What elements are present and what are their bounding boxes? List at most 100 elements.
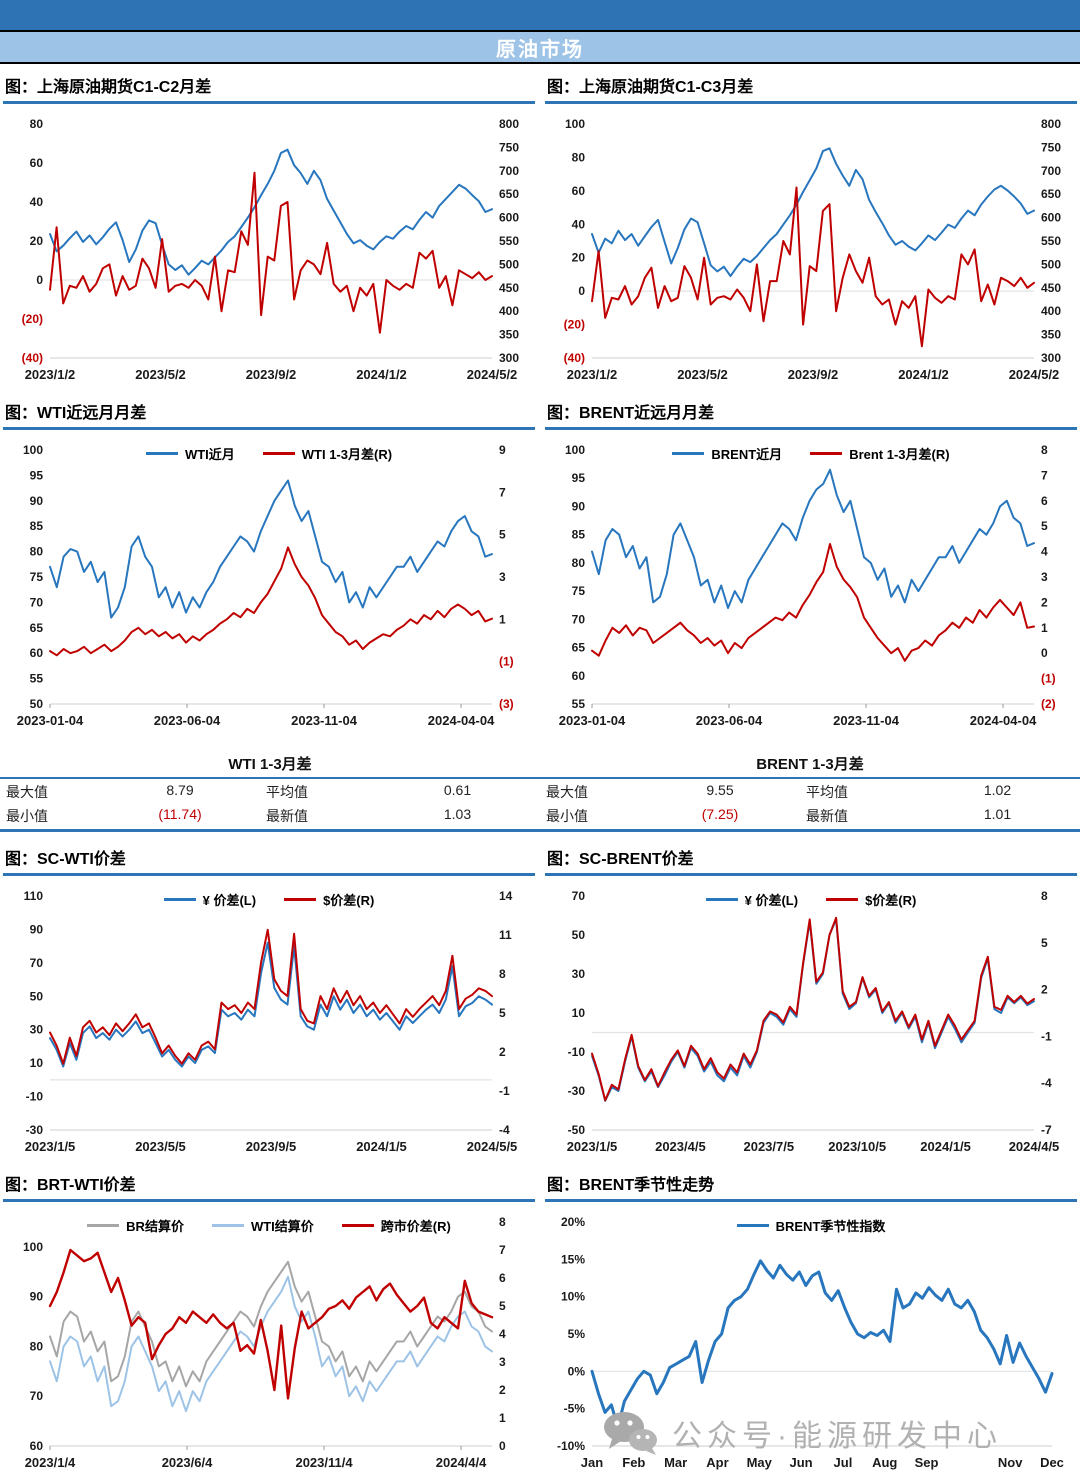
chart-sc-brent-spread: 70 50 30 10 -10 -30 -50 8 5 2 -1 -4 -7 2023/1/5 2023/4…	[544, 878, 1078, 1160]
axis-tick-label: 0	[578, 284, 585, 298]
axis-tick-label: 550	[499, 234, 519, 248]
axis-tick-label: 7	[499, 485, 506, 499]
axis-tick-label: 90	[572, 499, 586, 513]
axis-tick-label: 350	[499, 328, 519, 342]
chart-sc-c1c3: 100 80 60 40 20 0 (20) (40) 800 750 700 650 600 550 50…	[544, 106, 1078, 388]
axis-tick-label: (2)	[1041, 697, 1056, 711]
axis-tick-label: (40)	[564, 351, 585, 365]
x-axis-label: May	[747, 1455, 773, 1470]
x-axis-label: Jun	[790, 1455, 813, 1470]
axis-tick-label: 85	[30, 519, 44, 533]
x-axis-label: 2024/5/2	[1009, 367, 1060, 382]
axis-tick-label: 1	[499, 612, 506, 626]
axis-tick-label: 2	[499, 1045, 506, 1059]
axis-tick-label: -1	[1041, 1029, 1052, 1043]
axis-tick-label: 600	[1041, 211, 1061, 225]
axis-tick-label: -4	[499, 1123, 510, 1137]
series-line	[48, 1248, 494, 1400]
x-axis-label: Sep	[915, 1455, 939, 1470]
axis-tick-label: -10	[26, 1090, 44, 1104]
axis-tick-label: 40	[30, 195, 44, 209]
x-axis-label: Aug	[872, 1455, 897, 1470]
x-axis-label: 2023/9/2	[788, 367, 839, 382]
chart-title-sc-brent: 图：SC-BRENT价差	[545, 844, 1077, 876]
x-axis-label: 2023-06-04	[696, 713, 763, 728]
axis-tick-label: 0%	[568, 1364, 586, 1378]
axis-tick-label: -4	[1041, 1076, 1052, 1090]
series-line	[591, 916, 1035, 1102]
x-axis-label: 2023/5/5	[135, 1139, 186, 1154]
x-axis-label: 2023/6/4	[162, 1455, 213, 1470]
axis-tick-label: 2	[1041, 595, 1048, 609]
x-axis-label: 2023/1/2	[567, 367, 618, 382]
axis-tick-label: 90	[30, 1290, 44, 1304]
x-axis-label: 2023-11-04	[833, 713, 900, 728]
x-axis-label: 2023/9/2	[246, 367, 297, 382]
axis-tick-label: 4	[1041, 545, 1048, 559]
axis-tick-label: 40	[572, 217, 586, 231]
axis-tick-label: 300	[1041, 351, 1061, 365]
series-line	[591, 468, 1035, 609]
axis-tick-label: 110	[24, 889, 44, 903]
series-line	[591, 543, 1035, 662]
axis-tick-label: 100	[565, 443, 585, 457]
header-band-dark	[0, 0, 1080, 32]
chart-canvas: 80 60 40 20 0 (20) (40) 800 750 700 650 600 550 500 45…	[22, 117, 520, 382]
axis-tick-label: 6	[1041, 494, 1048, 508]
axis-tick-label: 60	[30, 646, 44, 660]
chart-canvas: 20% 15% 10% 5% 0% -5% -10% Jan Feb Mar Apr May Jun Ju…	[557, 1215, 1064, 1470]
x-axis-label: 2023/11/4	[295, 1455, 353, 1470]
axis-tick-label: 20%	[561, 1215, 585, 1229]
title-row-2: 图：WTI近远月月差 图：BRENT近远月月差	[0, 390, 1080, 430]
title-row-3: 图：SC-WTI价差 图：SC-BRENT价差	[0, 836, 1080, 876]
axis-tick-label: -30	[568, 1084, 586, 1098]
axis-tick-label: 70	[30, 1389, 44, 1403]
axis-tick-label: 3	[499, 570, 506, 584]
axis-tick-label: 450	[1041, 281, 1061, 295]
x-axis-label: 2023/7/5	[743, 1139, 794, 1154]
axis-tick-label: 60	[30, 156, 44, 170]
chart-brent-seasonal: 20% 15% 10% 5% 0% -5% -10% Jan Feb Mar Apr May Jun Ju…	[544, 1204, 1078, 1476]
axis-tick-label: 450	[499, 281, 519, 295]
stats-wti: 最大值 8.79 平均值 0.61 最小值 (11.74) 最新值 1.03	[0, 779, 540, 827]
axis-tick-label: 30	[30, 1023, 44, 1037]
stat-label-max: 最大值	[546, 784, 588, 800]
x-axis-label: 2024-04-04	[970, 713, 1037, 728]
axis-tick-label: 750	[499, 140, 519, 154]
axis-tick-label: 11	[499, 928, 512, 942]
axis-tick-label: 750	[1041, 140, 1061, 154]
x-axis-label: 2023/9/5	[246, 1139, 297, 1154]
stat-label-max: 最大值	[6, 784, 48, 800]
series-line	[49, 479, 493, 619]
axis-tick-label: 8	[499, 967, 506, 981]
axis-tick-label: 300	[499, 351, 519, 365]
stat-value-latest: 1.03	[443, 806, 472, 822]
axis-tick-label: 75	[30, 570, 44, 584]
axis-tick-label: 800	[1041, 117, 1061, 131]
axis-tick-label: 95	[572, 471, 586, 485]
axis-tick-label: 90	[30, 494, 44, 508]
axis-tick-label: 10	[30, 1056, 44, 1070]
stat-label-min: 最小值	[6, 808, 48, 824]
axis-tick-label: 500	[1041, 257, 1061, 271]
axis-tick-label: 0	[1041, 646, 1048, 660]
axis-tick-label: 350	[1041, 328, 1061, 342]
axis-tick-label: 65	[572, 641, 586, 655]
x-axis-label: Nov	[998, 1455, 1023, 1470]
axis-tick-label: 15%	[561, 1252, 585, 1266]
table-row: 最大值 8.79 平均值 0.61	[0, 779, 540, 803]
x-axis-label: 2023-01-04	[559, 713, 626, 728]
axis-tick-label: 65	[30, 621, 44, 635]
x-axis-label: Jul	[834, 1455, 853, 1470]
axis-tick-label: (1)	[1041, 672, 1056, 686]
series-line	[49, 1260, 493, 1388]
axis-tick-label: 80	[572, 150, 586, 164]
axis-tick-label: 90	[30, 922, 44, 936]
series-line	[49, 546, 493, 657]
x-axis-label: 2024/1/5	[920, 1139, 971, 1154]
chart-row-2: 100 95 90 85 80 75 70 65 60 55 50 9 7 5 3 1 (1) (3) 2023-0…	[0, 430, 1080, 736]
stats-table: WTI 1-3月差 BRENT 1-3月差 最大值 8.79 平均值 0.61 …	[0, 750, 1080, 832]
x-axis-label: Feb	[622, 1455, 645, 1470]
x-axis-label: 2023-06-04	[154, 713, 221, 728]
chart-wti-month-spread: 100 95 90 85 80 75 70 65 60 55 50 9 7 5 3 1 (1) (3) 2023-0…	[2, 432, 536, 734]
